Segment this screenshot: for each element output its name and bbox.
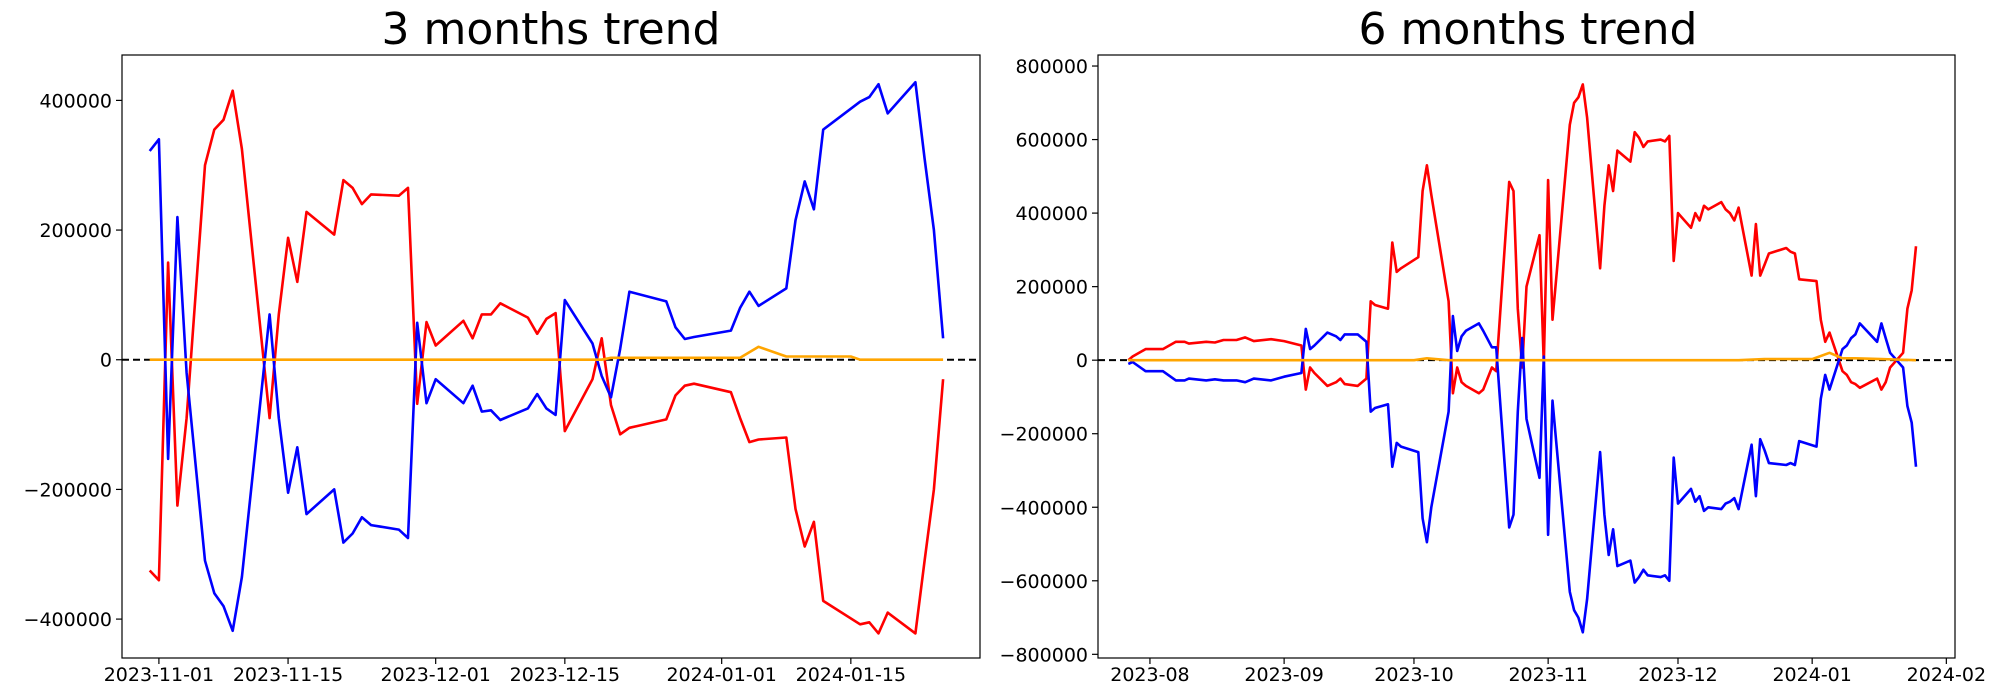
axes-frame — [121, 54, 981, 659]
x-tick-label: 2023-08 — [1110, 664, 1189, 686]
y-tick-label: 0 — [1076, 350, 1088, 372]
x-tick-label: 2023-12-15 — [510, 664, 620, 686]
x-tick-label: 2023-09 — [1244, 664, 1323, 686]
y-tick-label: −400000 — [24, 609, 112, 631]
x-tick-label: 2023-10 — [1374, 664, 1453, 686]
x-tick-label: 2024-01-01 — [666, 664, 776, 686]
y-tick-label: 400000 — [39, 90, 112, 112]
y-tick-label: 200000 — [1015, 277, 1088, 299]
x-tick-label: 2023-11 — [1508, 664, 1587, 686]
x-tick-label: 2023-11-15 — [233, 664, 343, 686]
y-tick-label: −200000 — [24, 479, 112, 501]
chart-6-months: 6 months trend −800000 −600000 −400000 −2000… — [1000, 4, 1986, 686]
series-line-red — [1127, 83, 1918, 395]
x-tick-label: 2024-01-15 — [796, 664, 906, 686]
x-tick-label: 2024-01 — [1772, 664, 1851, 686]
y-tick-label: −600000 — [1000, 571, 1088, 593]
chart-3-months: 3 months trend −400000 −200000 0 200000 40000… — [24, 4, 981, 686]
y-tick-label: 0 — [100, 350, 112, 372]
series-line-orange — [149, 345, 944, 362]
series-line-blue — [1127, 314, 1918, 634]
series-line-blue — [148, 80, 945, 633]
y-tick-label: 600000 — [1015, 130, 1088, 152]
x-tick-label: 2023-11-01 — [104, 664, 214, 686]
chart-title: 6 months trend — [1359, 4, 1698, 55]
x-tick-label: 2023-12-01 — [380, 664, 490, 686]
x-tick-label: 2024-02 — [1907, 664, 1986, 686]
x-tick-label: 2023-12 — [1638, 664, 1717, 686]
y-tick-label: −400000 — [1000, 497, 1088, 519]
y-tick-label: 800000 — [1015, 56, 1088, 78]
y-tick-label: 200000 — [39, 220, 112, 242]
axes-frame — [1097, 54, 1956, 659]
y-tick-label: 400000 — [1015, 203, 1088, 225]
y-tick-label: −200000 — [1000, 424, 1088, 446]
series-line-orange — [1128, 351, 1917, 362]
series-line-red — [148, 89, 945, 635]
y-tick-label: −800000 — [1000, 644, 1088, 666]
chart-title: 3 months trend — [382, 4, 721, 55]
